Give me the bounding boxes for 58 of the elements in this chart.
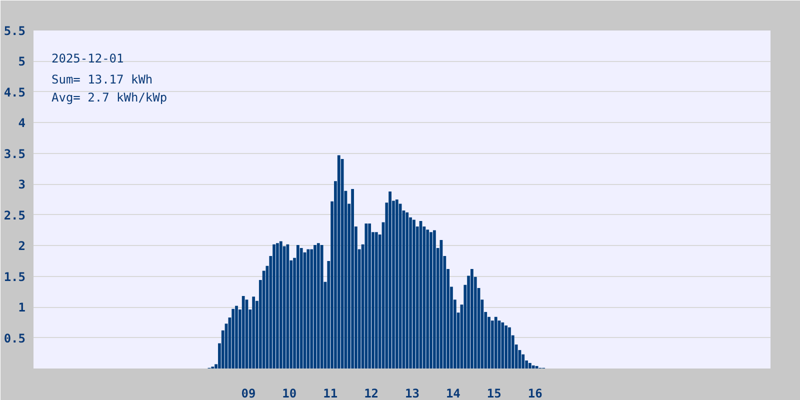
y-tick-label: 4 <box>18 116 26 130</box>
bar <box>412 220 416 368</box>
y-tick-label: 1.5 <box>4 270 26 284</box>
y-tick-label: 3 <box>18 178 26 192</box>
bar <box>235 306 238 368</box>
x-tick-label: 13 <box>405 386 420 400</box>
bar <box>351 189 354 368</box>
bar <box>314 244 316 368</box>
bar <box>532 365 535 368</box>
annotation: 2025-12-01 <box>52 52 124 66</box>
bar <box>430 232 432 368</box>
bar <box>426 230 430 368</box>
x-tick-label: 11 <box>323 386 338 400</box>
annotation: Avg= 2.7 kWh/kWp <box>52 90 168 104</box>
bar <box>286 244 290 368</box>
bar <box>252 296 256 368</box>
y-tick-label: 0.5 <box>4 331 26 346</box>
bar <box>522 354 525 368</box>
x-tick-label: 15 <box>486 386 502 400</box>
bar <box>320 244 324 368</box>
x-tick-label: 09 <box>241 386 256 400</box>
bar <box>296 244 300 368</box>
y-tick-label: 5 <box>18 54 26 69</box>
bar <box>494 316 498 368</box>
bar <box>374 232 378 368</box>
bar <box>310 249 314 368</box>
bar <box>276 243 279 368</box>
bar <box>395 200 398 368</box>
bar <box>272 244 276 368</box>
bar <box>364 223 368 368</box>
x-tick-label: 12 <box>364 386 379 400</box>
bar <box>279 241 282 368</box>
bar <box>501 322 504 368</box>
y-tick-label: 3.5 <box>4 146 26 161</box>
x-tick-label: 10 <box>282 386 297 400</box>
y-tick-label: 2 <box>18 239 26 254</box>
bar <box>316 243 320 368</box>
bar <box>337 155 340 368</box>
bar <box>388 192 392 368</box>
bar <box>306 249 310 368</box>
bar <box>528 362 532 368</box>
bar <box>432 230 436 368</box>
y-tick-label: 4.5 <box>4 85 26 100</box>
bar <box>406 212 409 368</box>
bar <box>504 325 508 368</box>
bar <box>470 268 474 368</box>
x-tick-label: 14 <box>446 386 460 400</box>
bar <box>300 248 303 368</box>
x-tick-label: 16 <box>528 386 542 400</box>
annotation: Sum= 13.17 kWh <box>52 72 153 86</box>
bar <box>242 296 245 368</box>
bar <box>368 223 372 368</box>
bar <box>490 320 494 368</box>
y-tick-label: 2.5 <box>4 208 26 222</box>
y-tick-label: 1 <box>18 300 26 315</box>
y-tick-label: 5.5 <box>4 24 26 38</box>
bar <box>508 327 511 368</box>
bar <box>232 308 235 368</box>
